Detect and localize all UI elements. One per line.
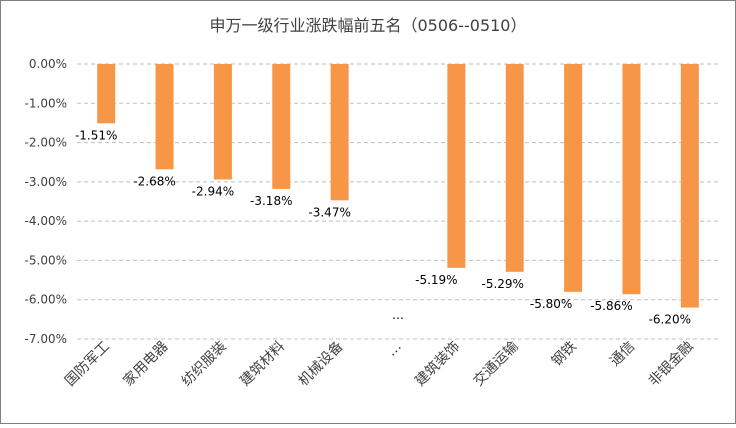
bar xyxy=(505,64,524,272)
data-labels: -1.51% -2.68% -2.94% -3.18% -3.47% … -5.19% -5.… xyxy=(75,128,691,326)
data-label: -1.51% xyxy=(75,128,117,142)
category-label: 非银金融 xyxy=(646,339,697,390)
category-label: 纺织服装 xyxy=(179,339,230,390)
category-label: 钢铁 xyxy=(549,339,580,370)
y-tick-label: -2.00% xyxy=(25,136,67,150)
y-tick-label: -6.00% xyxy=(25,293,67,307)
data-label: -5.86% xyxy=(590,299,632,313)
bar xyxy=(97,64,116,124)
data-label: … xyxy=(392,308,404,322)
bars xyxy=(97,64,699,308)
y-tick-label: 0.00% xyxy=(29,57,67,71)
category-label: 交通运输 xyxy=(470,338,522,390)
data-label: -5.29% xyxy=(482,277,524,291)
data-label: -3.18% xyxy=(250,194,292,208)
category-label: 机械设备 xyxy=(295,338,347,390)
x-axis-categories: 国防军工 家用电器 纺织服装 建筑材料 机械设备 … 建筑装饰 交通运输 钢铁 通信 非银金融 xyxy=(62,338,697,390)
category-label: 建筑材料 xyxy=(237,339,288,390)
data-label: -2.68% xyxy=(133,174,175,188)
category-label: 国防军工 xyxy=(62,339,113,390)
chart-title: 申万一级行业涨跌幅前五名（0506--0510） xyxy=(210,16,527,35)
y-tick-label: -1.00% xyxy=(25,96,67,110)
y-tick-label: -4.00% xyxy=(25,214,67,228)
y-tick-label: -7.00% xyxy=(25,332,67,346)
gridlines xyxy=(77,63,719,340)
bar xyxy=(155,64,174,170)
bar xyxy=(564,64,583,292)
bar xyxy=(622,64,641,295)
y-tick-label: -3.00% xyxy=(25,175,67,189)
bar xyxy=(272,64,291,189)
data-label: -6.20% xyxy=(649,313,691,327)
category-label: … xyxy=(384,339,405,360)
data-label: -5.80% xyxy=(530,297,572,311)
y-axis-ticks: 0.00% -1.00% -2.00% -3.00% -4.00% -5.00% -6.00… xyxy=(25,57,67,346)
bar xyxy=(680,64,699,308)
category-label: 建筑装饰 xyxy=(412,339,463,390)
data-label: -5.19% xyxy=(415,273,457,287)
category-label: 通信 xyxy=(607,339,638,370)
data-label: -2.94% xyxy=(192,185,234,199)
bar xyxy=(447,64,466,268)
data-label: -3.47% xyxy=(308,205,350,219)
bar xyxy=(330,64,349,201)
y-tick-label: -5.00% xyxy=(25,253,67,267)
bar xyxy=(213,64,232,180)
category-label: 家用电器 xyxy=(120,338,172,390)
